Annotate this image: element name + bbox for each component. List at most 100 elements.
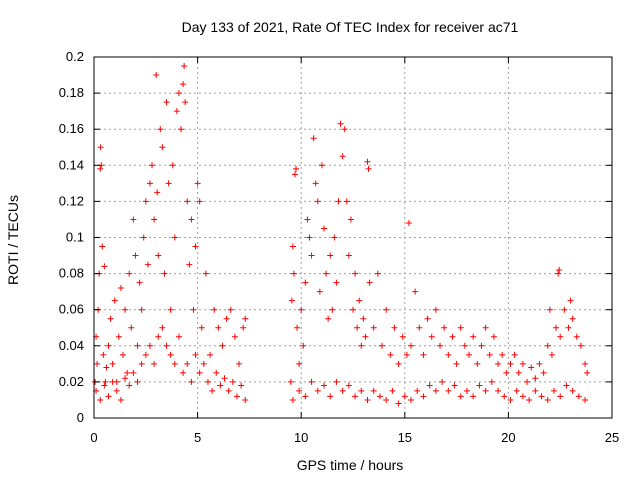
- y-axis-label: ROTI / TECUs: [5, 195, 21, 285]
- data-point: [184, 198, 191, 205]
- data-point: [358, 342, 365, 349]
- data-point: [117, 396, 124, 403]
- x-tick-label: 5: [194, 430, 201, 445]
- data-point: [439, 378, 446, 385]
- data-point: [544, 342, 551, 349]
- data-point: [401, 393, 408, 400]
- data-point: [383, 306, 390, 313]
- data-point: [155, 252, 162, 259]
- data-point: [151, 216, 158, 223]
- data-point: [343, 198, 350, 205]
- data-point: [107, 315, 114, 322]
- data-point: [111, 297, 118, 304]
- y-tick-label: 0.14: [59, 157, 84, 172]
- data-point: [561, 306, 568, 313]
- data-point: [291, 171, 298, 178]
- data-point: [337, 120, 344, 127]
- data-point: [486, 351, 493, 358]
- data-point: [507, 396, 514, 403]
- data-point: [105, 342, 112, 349]
- data-point: [457, 324, 464, 331]
- data-point: [219, 342, 226, 349]
- y-tick-label: 0.18: [59, 85, 84, 100]
- data-point: [122, 306, 129, 313]
- data-point: [364, 396, 371, 403]
- data-point: [223, 315, 230, 322]
- data-point: [408, 396, 415, 403]
- data-point: [389, 387, 396, 394]
- data-point: [358, 387, 365, 394]
- data-point: [153, 72, 160, 79]
- data-point: [169, 162, 176, 169]
- data-point: [445, 387, 452, 394]
- data-point: [288, 297, 295, 304]
- data-point: [308, 252, 315, 259]
- data-point: [532, 375, 539, 382]
- data-point: [167, 351, 174, 358]
- data-point: [584, 369, 591, 376]
- data-point: [142, 351, 149, 358]
- data-point: [242, 396, 249, 403]
- data-point: [225, 387, 232, 394]
- data-point: [94, 360, 101, 367]
- data-point: [97, 165, 104, 172]
- data-point: [569, 315, 576, 322]
- data-point: [511, 351, 518, 358]
- data-point: [327, 252, 334, 259]
- data-point: [557, 333, 564, 340]
- data-point: [333, 279, 340, 286]
- data-point: [136, 279, 143, 286]
- data-point: [451, 382, 458, 389]
- data-point: [482, 324, 489, 331]
- data-point: [134, 342, 141, 349]
- data-point: [238, 382, 245, 389]
- data-point: [198, 324, 205, 331]
- data-point: [507, 360, 514, 367]
- data-point: [99, 243, 106, 250]
- data-point: [124, 369, 131, 376]
- data-point: [221, 375, 228, 382]
- data-point: [544, 396, 551, 403]
- data-point: [312, 180, 319, 187]
- data-point: [122, 375, 129, 382]
- data-point: [300, 342, 307, 349]
- data-point: [325, 315, 332, 322]
- data-point: [196, 198, 203, 205]
- data-point: [144, 261, 151, 268]
- data-point: [173, 108, 180, 115]
- data-point: [200, 360, 207, 367]
- data-point: [352, 270, 359, 277]
- data-point: [453, 360, 460, 367]
- data-point: [105, 393, 112, 400]
- data-point: [157, 126, 164, 133]
- data-point: [432, 306, 439, 313]
- data-point: [171, 234, 178, 241]
- data-point: [242, 315, 249, 322]
- data-point: [441, 324, 448, 331]
- data-point: [287, 378, 294, 385]
- data-point: [97, 396, 104, 403]
- data-point: [341, 126, 348, 133]
- data-point: [188, 378, 195, 385]
- chart-title: Day 133 of 2021, Rate Of TEC Index for r…: [182, 19, 519, 35]
- data-point: [449, 333, 456, 340]
- data-point: [577, 342, 584, 349]
- data-point: [356, 297, 363, 304]
- data-point: [501, 393, 508, 400]
- axis-ticks: 0 0.02 0.04 0.06 0.08 0.1 0.12 0.14 0.16 0.18 0.2 0…: [59, 49, 620, 445]
- data-point: [408, 342, 415, 349]
- data-point: [548, 351, 555, 358]
- data-point: [103, 364, 110, 371]
- data-point: [550, 387, 557, 394]
- y-tick-label: 0: [77, 410, 84, 425]
- data-point: [463, 387, 470, 394]
- data-point: [163, 342, 170, 349]
- data-point: [175, 333, 182, 340]
- data-point: [376, 393, 383, 400]
- data-point: [204, 378, 211, 385]
- data-point: [524, 378, 531, 385]
- data-point: [478, 342, 485, 349]
- data-point: [233, 393, 240, 400]
- data-point: [314, 198, 321, 205]
- data-point: [331, 234, 338, 241]
